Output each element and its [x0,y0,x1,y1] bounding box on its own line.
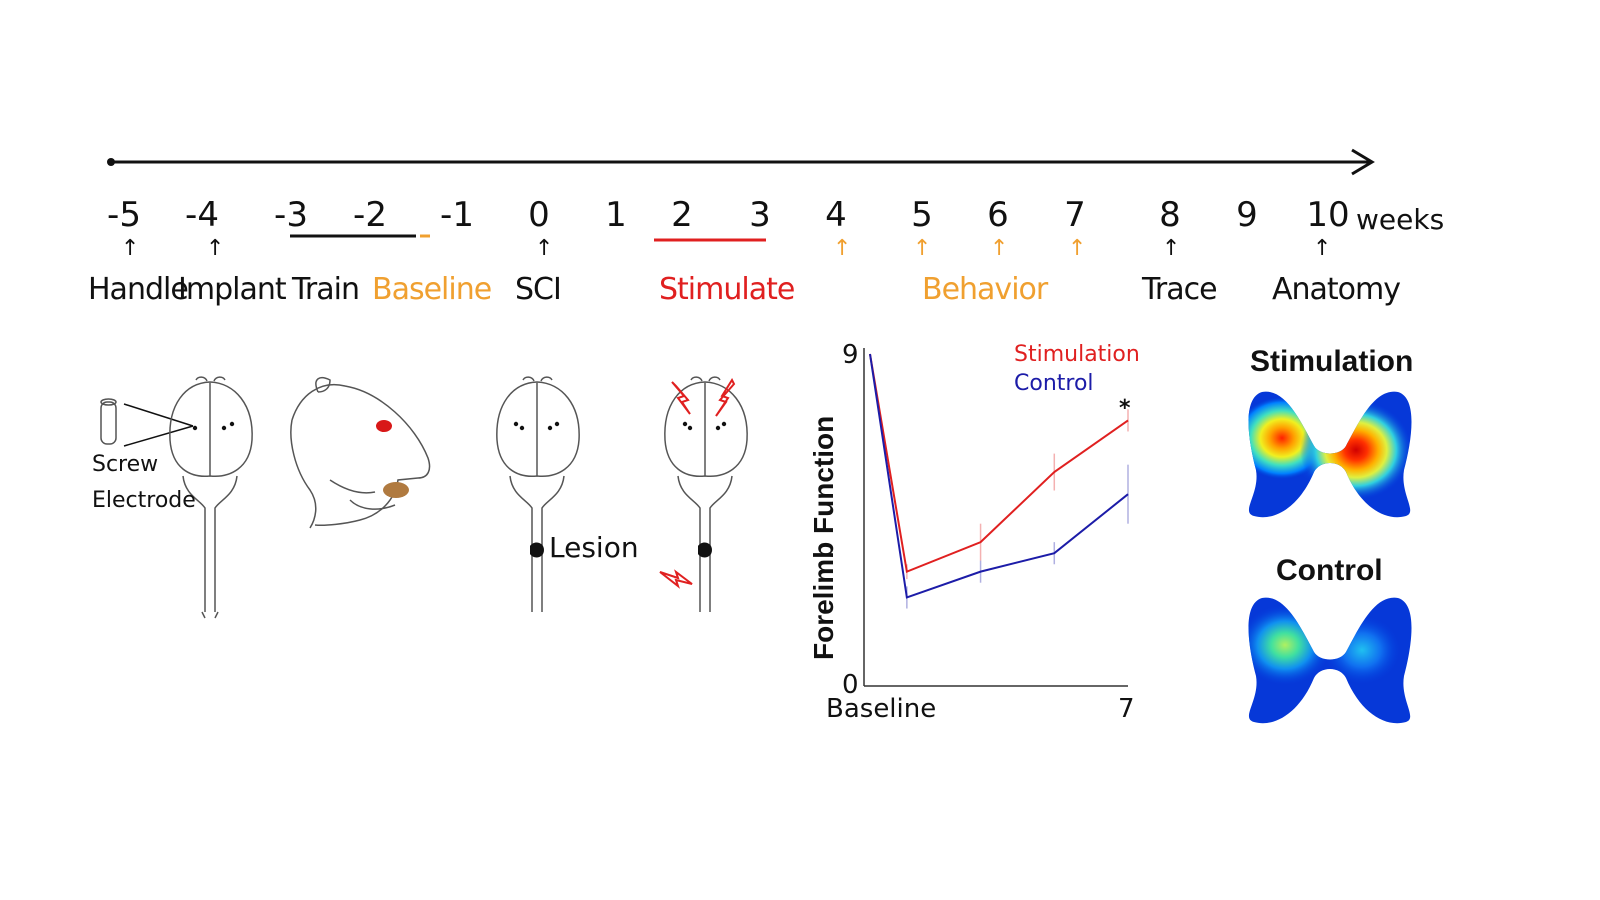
timeline-tick-label: -2 [353,195,387,235]
timeline-tick-label: 3 [749,195,771,235]
behavior-arrow-icon: ↑ [1068,236,1087,261]
event-stimulate: Stimulate [659,272,795,307]
lightning-icon [671,381,691,415]
legend-control: Control [1014,371,1094,396]
x-tick-7: 7 [1118,694,1135,724]
y-tick-min: 0 [842,670,859,700]
y-tick-max: 9 [842,340,859,370]
lesion-marker [530,542,544,558]
food-pellet-icon [383,482,409,498]
timeline-tick-label: 6 [987,195,1009,235]
timeline-tick-label: 7 [1064,195,1086,235]
behavior-arrow-icon: ↑ [833,236,852,261]
event-sci: SCI [515,272,562,307]
sci-arrow-icon: ↑ [535,236,554,261]
implant-site-marker [376,420,392,432]
behavior-arrow-icon: ↑ [913,236,932,261]
timeline-tick-label: 0 [528,195,550,235]
event-behavior: Behavior [922,272,1048,307]
timeline-tick-label: 2 [671,195,693,235]
electrode-label: Electrode [92,488,196,513]
timeline-tick-label: 4 [825,195,847,235]
stimulation-heatmap [1248,391,1412,518]
electrode-line [123,403,194,427]
timeline-tick-label: -1 [440,195,474,235]
legend-stimulation: Stimulation [1014,342,1140,367]
event-train: Train [292,272,360,307]
brain-spinal-cord-icon [664,376,748,612]
timeline-tick-label: 10 [1306,195,1350,235]
implant-arrow-icon: ↑ [206,236,225,261]
timeline-tick-label: -3 [274,195,308,235]
trace-arrow-icon: ↑ [1162,236,1181,261]
lesion-marker [698,542,712,558]
significance-asterisk: * [1119,396,1131,421]
timeline-tick-label: 8 [1159,195,1181,235]
series-line-control [869,353,1129,599]
control-map-title: Control [1276,554,1383,587]
event-baseline: Baseline [372,272,492,307]
lightning-icon [659,569,693,589]
brain-spinal-cord-icon [169,376,253,619]
anatomy-arrow-icon: ↑ [1313,236,1332,261]
screw-icon [100,398,117,445]
lesion-label: Lesion [549,531,639,564]
electrode-line [123,425,194,447]
timeline-arrowhead [1351,148,1375,176]
control-heatmap [1248,597,1412,724]
event-implant: Implant [178,272,287,307]
timeline-tick-label: -5 [107,195,141,235]
series-line-stimulation [869,353,1129,574]
rat-icon [290,377,431,529]
x-tick-baseline: Baseline [826,694,937,724]
stim-map-title: Stimulation [1250,345,1414,378]
weeks-unit-label: weeks [1356,203,1445,236]
timeline-tick-label: 5 [911,195,933,235]
timeline-tick-label: -4 [185,195,219,235]
handle-arrow-icon: ↑ [121,236,140,261]
event-anatomy: Anatomy [1272,272,1401,307]
behavior-arrow-icon: ↑ [990,236,1009,261]
lightning-icon [715,377,736,417]
event-handle: Handle [88,272,189,307]
screw-label: Screw [92,452,159,477]
electrode-dots [192,421,727,431]
timeline-tick-label: 1 [605,195,627,235]
timeline-tick-label: 9 [1236,195,1258,235]
event-trace: Trace [1142,272,1218,307]
brain-spinal-cord-icon [496,376,580,612]
